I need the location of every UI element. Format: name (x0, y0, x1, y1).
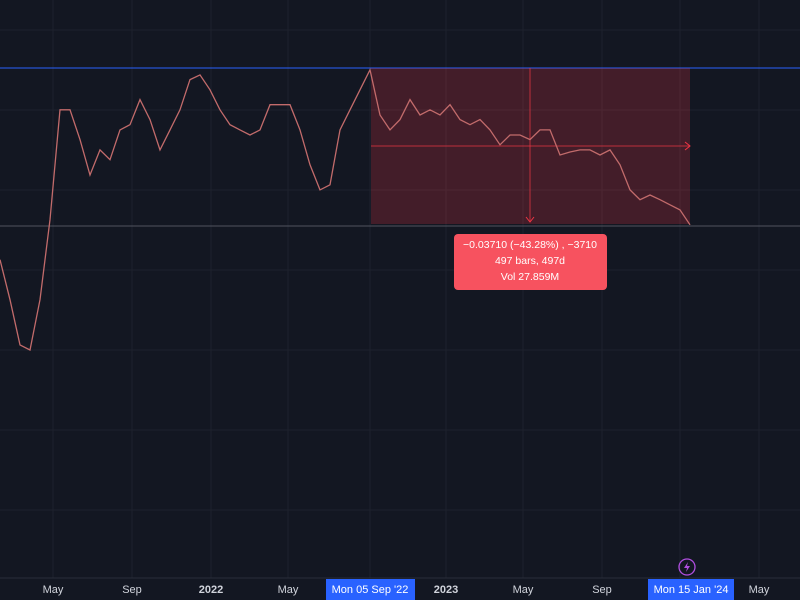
date-highlight (648, 579, 734, 600)
x-tick-label: May (513, 584, 534, 596)
tooltip-line: 497 bars, 497d (495, 255, 565, 267)
date-highlight-label: Mon 05 Sep '22 (332, 584, 409, 596)
tooltip-line: −0.03710 (−43.28%) , −3710 (463, 239, 597, 251)
x-tick-label: May (278, 584, 299, 596)
measure-arrows (525, 141, 691, 223)
date-highlight (326, 579, 415, 600)
x-tick-label: Sep (122, 584, 142, 596)
price-line (0, 67, 691, 351)
icon-bolt[interactable] (684, 562, 690, 572)
tooltip-box (454, 234, 607, 290)
x-axis: May Sep 2022 May 2023 May Sep May (43, 584, 770, 596)
tooltip-line: Vol 27.859M (501, 271, 559, 283)
grid (0, 0, 800, 578)
x-tick-label: May (43, 584, 64, 596)
x-tick-label: 2022 (199, 584, 223, 596)
measure-tooltip: −0.03710 (−43.28%) , −3710 497 bars, 497… (454, 234, 607, 290)
icon-circle[interactable] (678, 558, 696, 576)
x-tick-label: Sep (592, 584, 612, 596)
x-tick-label: 2023 (434, 584, 458, 596)
x-tick-label: May (749, 584, 770, 596)
plot (0, 67, 691, 351)
date-highlights: Mon 05 Sep '22 Mon 15 Jan '24 (326, 579, 734, 600)
flash-icon[interactable] (678, 558, 696, 576)
date-highlight-label: Mon 15 Jan '24 (654, 584, 729, 596)
